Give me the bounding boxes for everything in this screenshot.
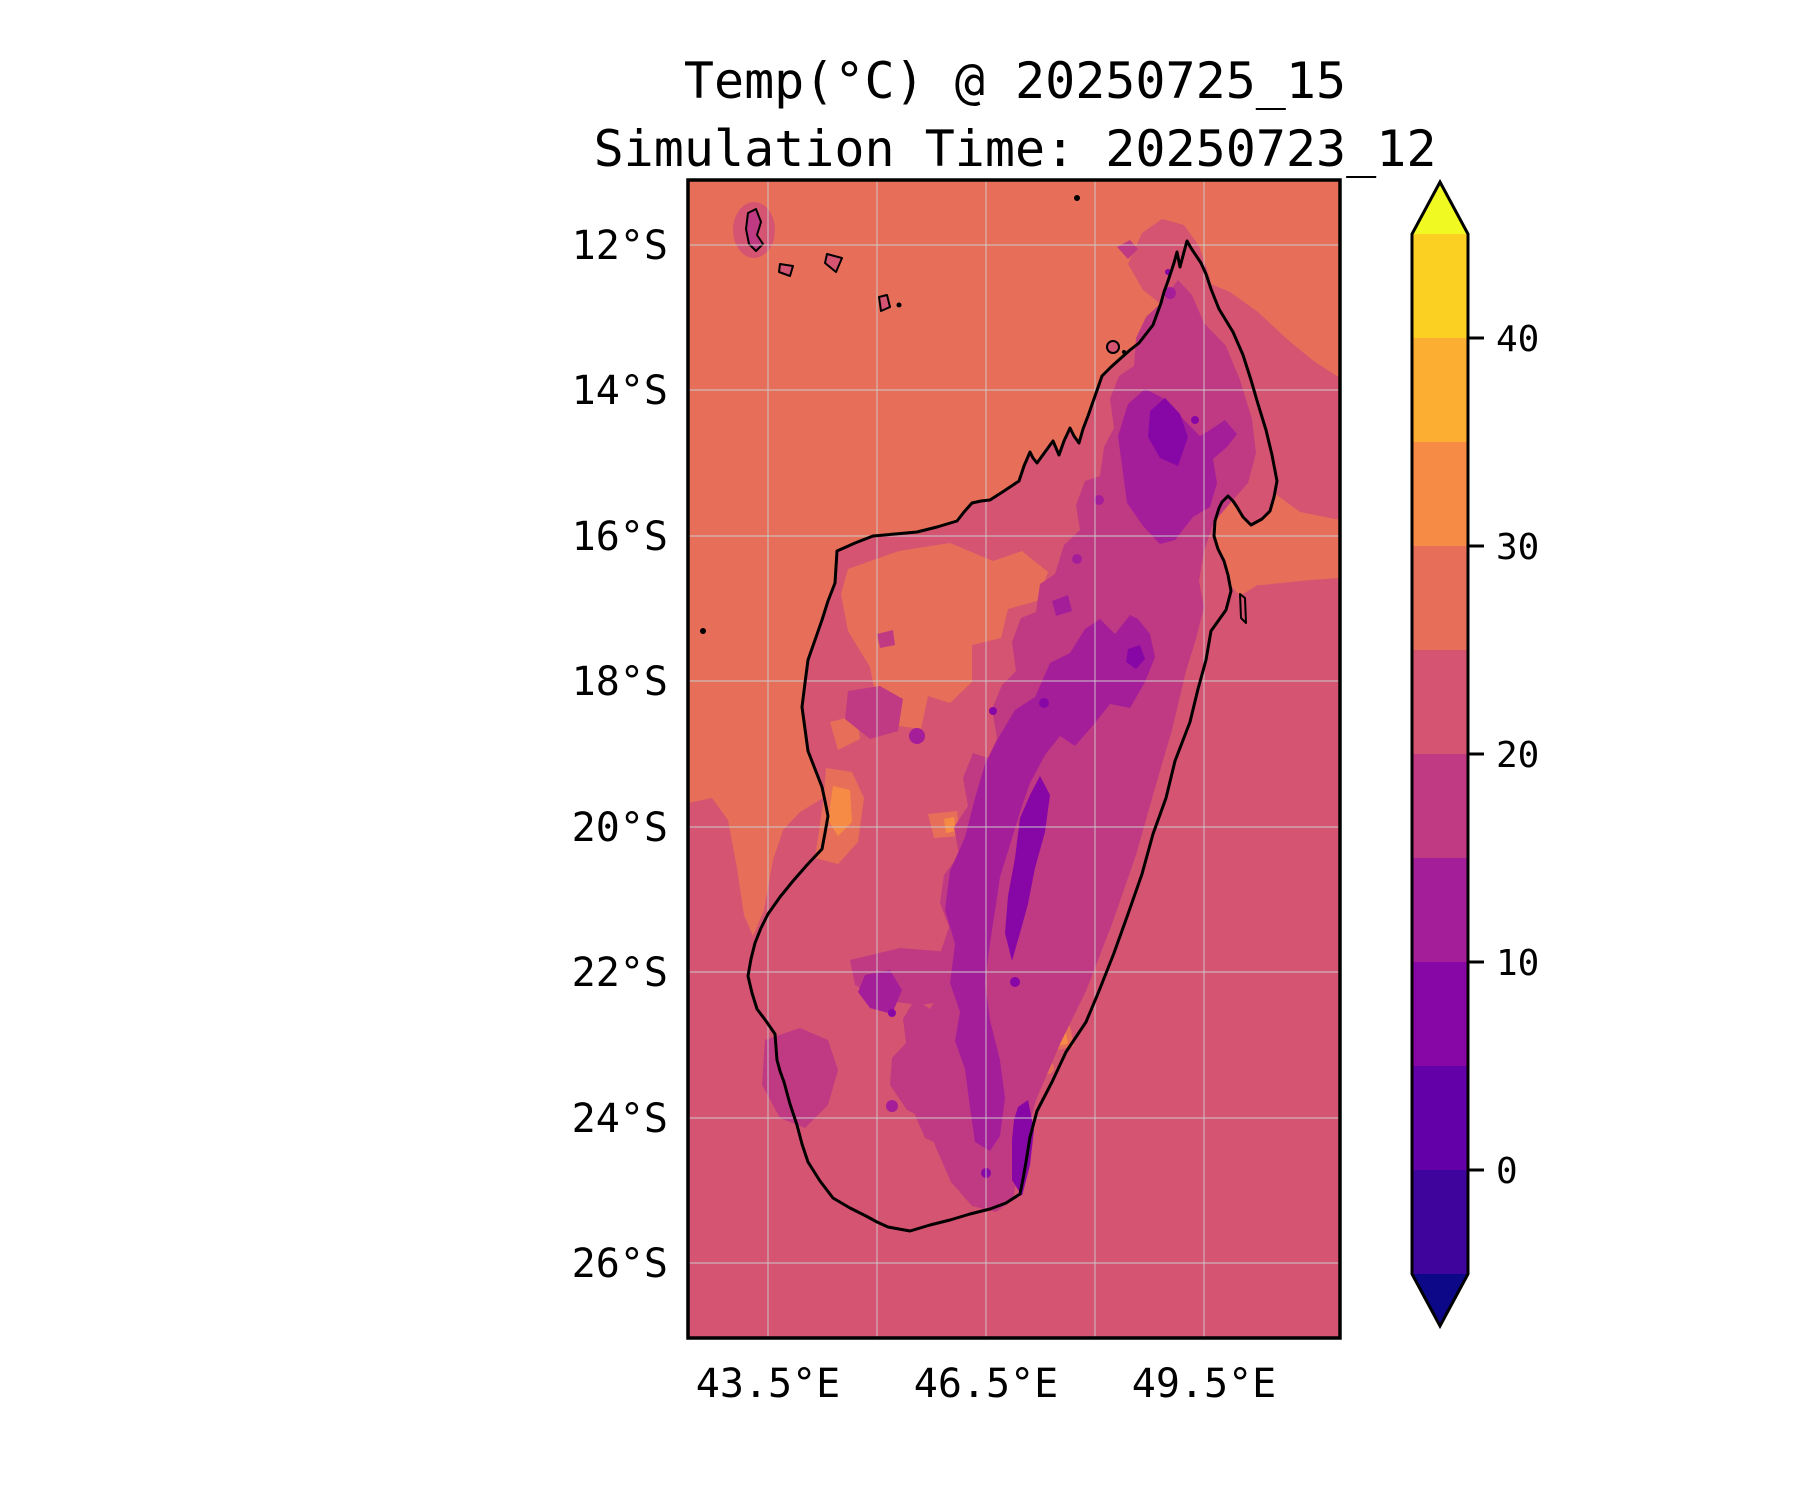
- hot-patch-morondava: [828, 786, 852, 836]
- colorbar-arrow-over: [1412, 182, 1468, 234]
- colorbar-label-0: 0: [1496, 1151, 1518, 1192]
- highland-small-ne: [1052, 595, 1072, 616]
- east-coast-warm-strip: [1220, 524, 1340, 596]
- ytick-18s: 18°S: [572, 659, 668, 705]
- ytick-22s: 22°S: [572, 950, 668, 996]
- map-border: [686, 178, 1342, 1340]
- islet-dot-west-ocean: [700, 628, 706, 634]
- highland-central-band: [945, 615, 1155, 1151]
- ytick-26s: 26°S: [572, 1241, 668, 1287]
- island-nosy-be: [1106, 340, 1120, 354]
- colorbar-seg-0-5: [1412, 1066, 1468, 1170]
- highland-dot-nw: [1094, 495, 1104, 505]
- colorbar-label-30: 30: [1496, 527, 1539, 568]
- ytick-24s: 24°S: [572, 1096, 668, 1142]
- xtick-46-5e: 46.5°E: [914, 1361, 1059, 1407]
- colorbar-seg-40-45: [1412, 234, 1468, 338]
- ytick-12s: 12°S: [572, 223, 668, 269]
- colorbar-seg-25-30: [1412, 546, 1468, 650]
- island-anjouan: [824, 253, 843, 273]
- cold-dot-central-3: [1010, 977, 1020, 987]
- cold-core-east: [1126, 645, 1145, 669]
- highland-dot-ne-small: [1072, 554, 1082, 564]
- cold-core-central: [1005, 776, 1050, 961]
- ytick-14s: 14°S: [572, 368, 668, 414]
- plateau-patch-south: [912, 1075, 978, 1150]
- colorbar-outline: [1410, 178, 1470, 1330]
- colorbar-seg-35-40: [1412, 338, 1468, 442]
- xtick-43-5e: 43.5°E: [696, 1361, 841, 1407]
- hot-dot-midwest: [944, 817, 956, 833]
- colorbar-seg-20-25: [1412, 650, 1468, 754]
- highland-dot-west: [909, 728, 925, 744]
- y-axis-labels: 12°S 14°S 16°S 18°S 20°S 22°S 24°S 26°S: [572, 223, 668, 1287]
- island-mayotte: [878, 294, 891, 312]
- colorbar-label-40: 40: [1496, 319, 1539, 360]
- gridlines: [688, 180, 1340, 1338]
- plateau-patch-westcentral: [845, 686, 903, 739]
- colorbar-label-20: 20: [1496, 735, 1539, 776]
- colorbar-seg-10-15: [1412, 858, 1468, 962]
- figure-subtitle: Simulation Time: 20250723_12: [594, 120, 1437, 178]
- colorbar: 40 30 20 10 0: [1410, 178, 1539, 1330]
- island-moheli: [778, 263, 794, 277]
- figure-title: Temp(°C) @ 20250725_15: [684, 52, 1346, 110]
- island-grande-comore: [745, 208, 764, 252]
- cold-core-ne: [1148, 398, 1188, 466]
- ytick-16s: 16°S: [572, 514, 668, 560]
- plateau-patch-sw-coastal: [762, 1028, 838, 1128]
- cold-dot-central-1: [989, 707, 997, 715]
- colorbar-seg-30-35: [1412, 442, 1468, 546]
- islet-dot-east-of-mayotte: [896, 302, 902, 308]
- highland-ne-massif: [1118, 389, 1237, 544]
- ocean-ne-wedge-region: [1206, 282, 1340, 520]
- colorbar-label-10: 10: [1496, 943, 1539, 984]
- x-axis-labels: 43.5°E 46.5°E 49.5°E: [696, 1361, 1277, 1407]
- highland-sw-blob: [858, 970, 902, 1014]
- island-sainte-marie: [1239, 593, 1247, 624]
- xtick-49-5e: 49.5°E: [1132, 1361, 1277, 1407]
- highland-dot-tip: [1164, 287, 1176, 299]
- madagascar-coastline: [746, 239, 1279, 1233]
- colorbar-seg-15-20: [1412, 754, 1468, 858]
- colorbar-arrow-under: [1412, 1274, 1468, 1326]
- islet-dot-north-ocean: [1074, 195, 1080, 201]
- map-plot-area: [688, 180, 1340, 1338]
- highland-dot-south: [886, 1100, 898, 1112]
- cold-core-south-sliver: [1012, 1100, 1034, 1196]
- cold-dot-sw: [888, 1009, 896, 1017]
- colorbar-seg-5-10: [1412, 962, 1468, 1066]
- cold-dot-ne: [1191, 416, 1199, 424]
- nw-lowland-warm-band: [841, 543, 1048, 729]
- colorbar-seg-m5-0: [1412, 1170, 1468, 1274]
- plateau-patch-west-small: [877, 630, 895, 648]
- ytick-20s: 20°S: [572, 805, 668, 851]
- cold-dot-central-2: [1039, 698, 1049, 708]
